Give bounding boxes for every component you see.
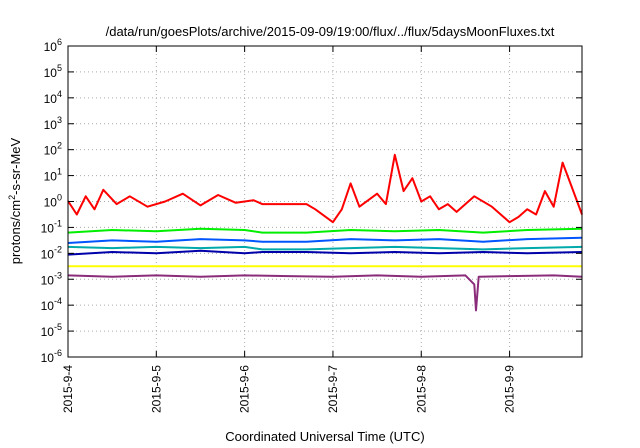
y-tick-label: 101: [44, 167, 62, 184]
series-line-4: [67, 249, 583, 256]
y-tick-base: 10: [44, 118, 58, 132]
y-tick-base: 10: [44, 144, 58, 158]
series-line-2: [67, 236, 583, 244]
y-tick-label: 10-4: [41, 296, 62, 313]
y-tick-exponent: 5: [57, 63, 62, 73]
x-tick-label: 2015-9-8: [414, 365, 428, 413]
y-tick-exponent: -6: [54, 348, 62, 358]
series-line-1: [67, 227, 583, 234]
y-tick-exponent: -2: [54, 244, 62, 254]
y-tick-base: 10: [41, 221, 55, 235]
y-tick-exponent: -1: [54, 218, 62, 228]
y-tick-label: 102: [44, 141, 62, 158]
y-tick-label: 106: [44, 37, 62, 54]
x-tick-label: 2015-9-6: [238, 365, 252, 413]
y-axis-label-unit: protons/cm: [8, 200, 23, 264]
y-tick-label: 10-6: [41, 348, 62, 365]
grid-lines: [68, 46, 582, 357]
y-tick-exponent: 2: [57, 141, 62, 151]
y-tick-base: 10: [44, 92, 58, 106]
y-tick-base: 10: [41, 325, 55, 339]
x-axis-label: Coordinated Universal Time (UTC): [225, 429, 424, 444]
y-tick-label: 105: [44, 63, 62, 80]
y-tick-base: 10: [41, 299, 55, 313]
y-tick-label: 10-1: [41, 218, 62, 235]
y-tick-exponent: 6: [57, 37, 62, 47]
y-tick-label: 104: [44, 89, 62, 106]
y-axis-ticks: 10-610-510-410-310-210-11001011021031041…: [41, 37, 582, 365]
series-line-0: [67, 153, 583, 224]
x-axis-ticks: 2015-9-4 2015-9-5 2015-9-6 2015-9-7 2015-9-8…: [61, 46, 517, 413]
y-tick-base: 10: [44, 40, 58, 54]
y-tick-base: 10: [44, 66, 58, 80]
y-tick-base: 10: [41, 351, 55, 365]
series-group: [67, 153, 583, 312]
y-tick-base: 10: [44, 196, 58, 210]
y-tick-base: 10: [41, 273, 55, 287]
y-tick-exponent: 3: [57, 115, 62, 125]
y-tick-label: 10-2: [41, 244, 62, 261]
y-tick-base: 10: [41, 247, 55, 261]
y-tick-label: 100: [44, 193, 62, 210]
x-tick-label: 2015-9-5: [149, 365, 163, 413]
y-tick-label: 103: [44, 115, 62, 132]
y-tick-exponent: -3: [54, 270, 62, 280]
y-tick-exponent: -5: [54, 322, 62, 332]
y-tick-exponent: 0: [57, 193, 62, 203]
series-line-6: [67, 274, 583, 312]
y-tick-label: 10-5: [41, 322, 62, 339]
y-tick-label: 10-3: [41, 270, 62, 287]
chart-title: /data/run/goesPlots/archive/2015-09-09/1…: [106, 24, 555, 39]
y-tick-base: 10: [44, 170, 58, 184]
x-tick-label: 2015-9-4: [61, 365, 75, 413]
series-line-3: [67, 245, 583, 251]
y-axis-label-superscript: 2: [7, 195, 17, 200]
x-tick-label: 2015-9-7: [326, 365, 340, 413]
y-tick-exponent: 4: [57, 89, 62, 99]
x-tick-label: 2015-9-9: [503, 365, 517, 413]
y-axis-label: protons/cm2-s-sr-MeV: [7, 137, 23, 264]
y-tick-exponent: 1: [57, 167, 62, 177]
y-axis-label-rest: -s-sr-MeV: [8, 137, 23, 194]
y-tick-exponent: -4: [54, 296, 62, 306]
